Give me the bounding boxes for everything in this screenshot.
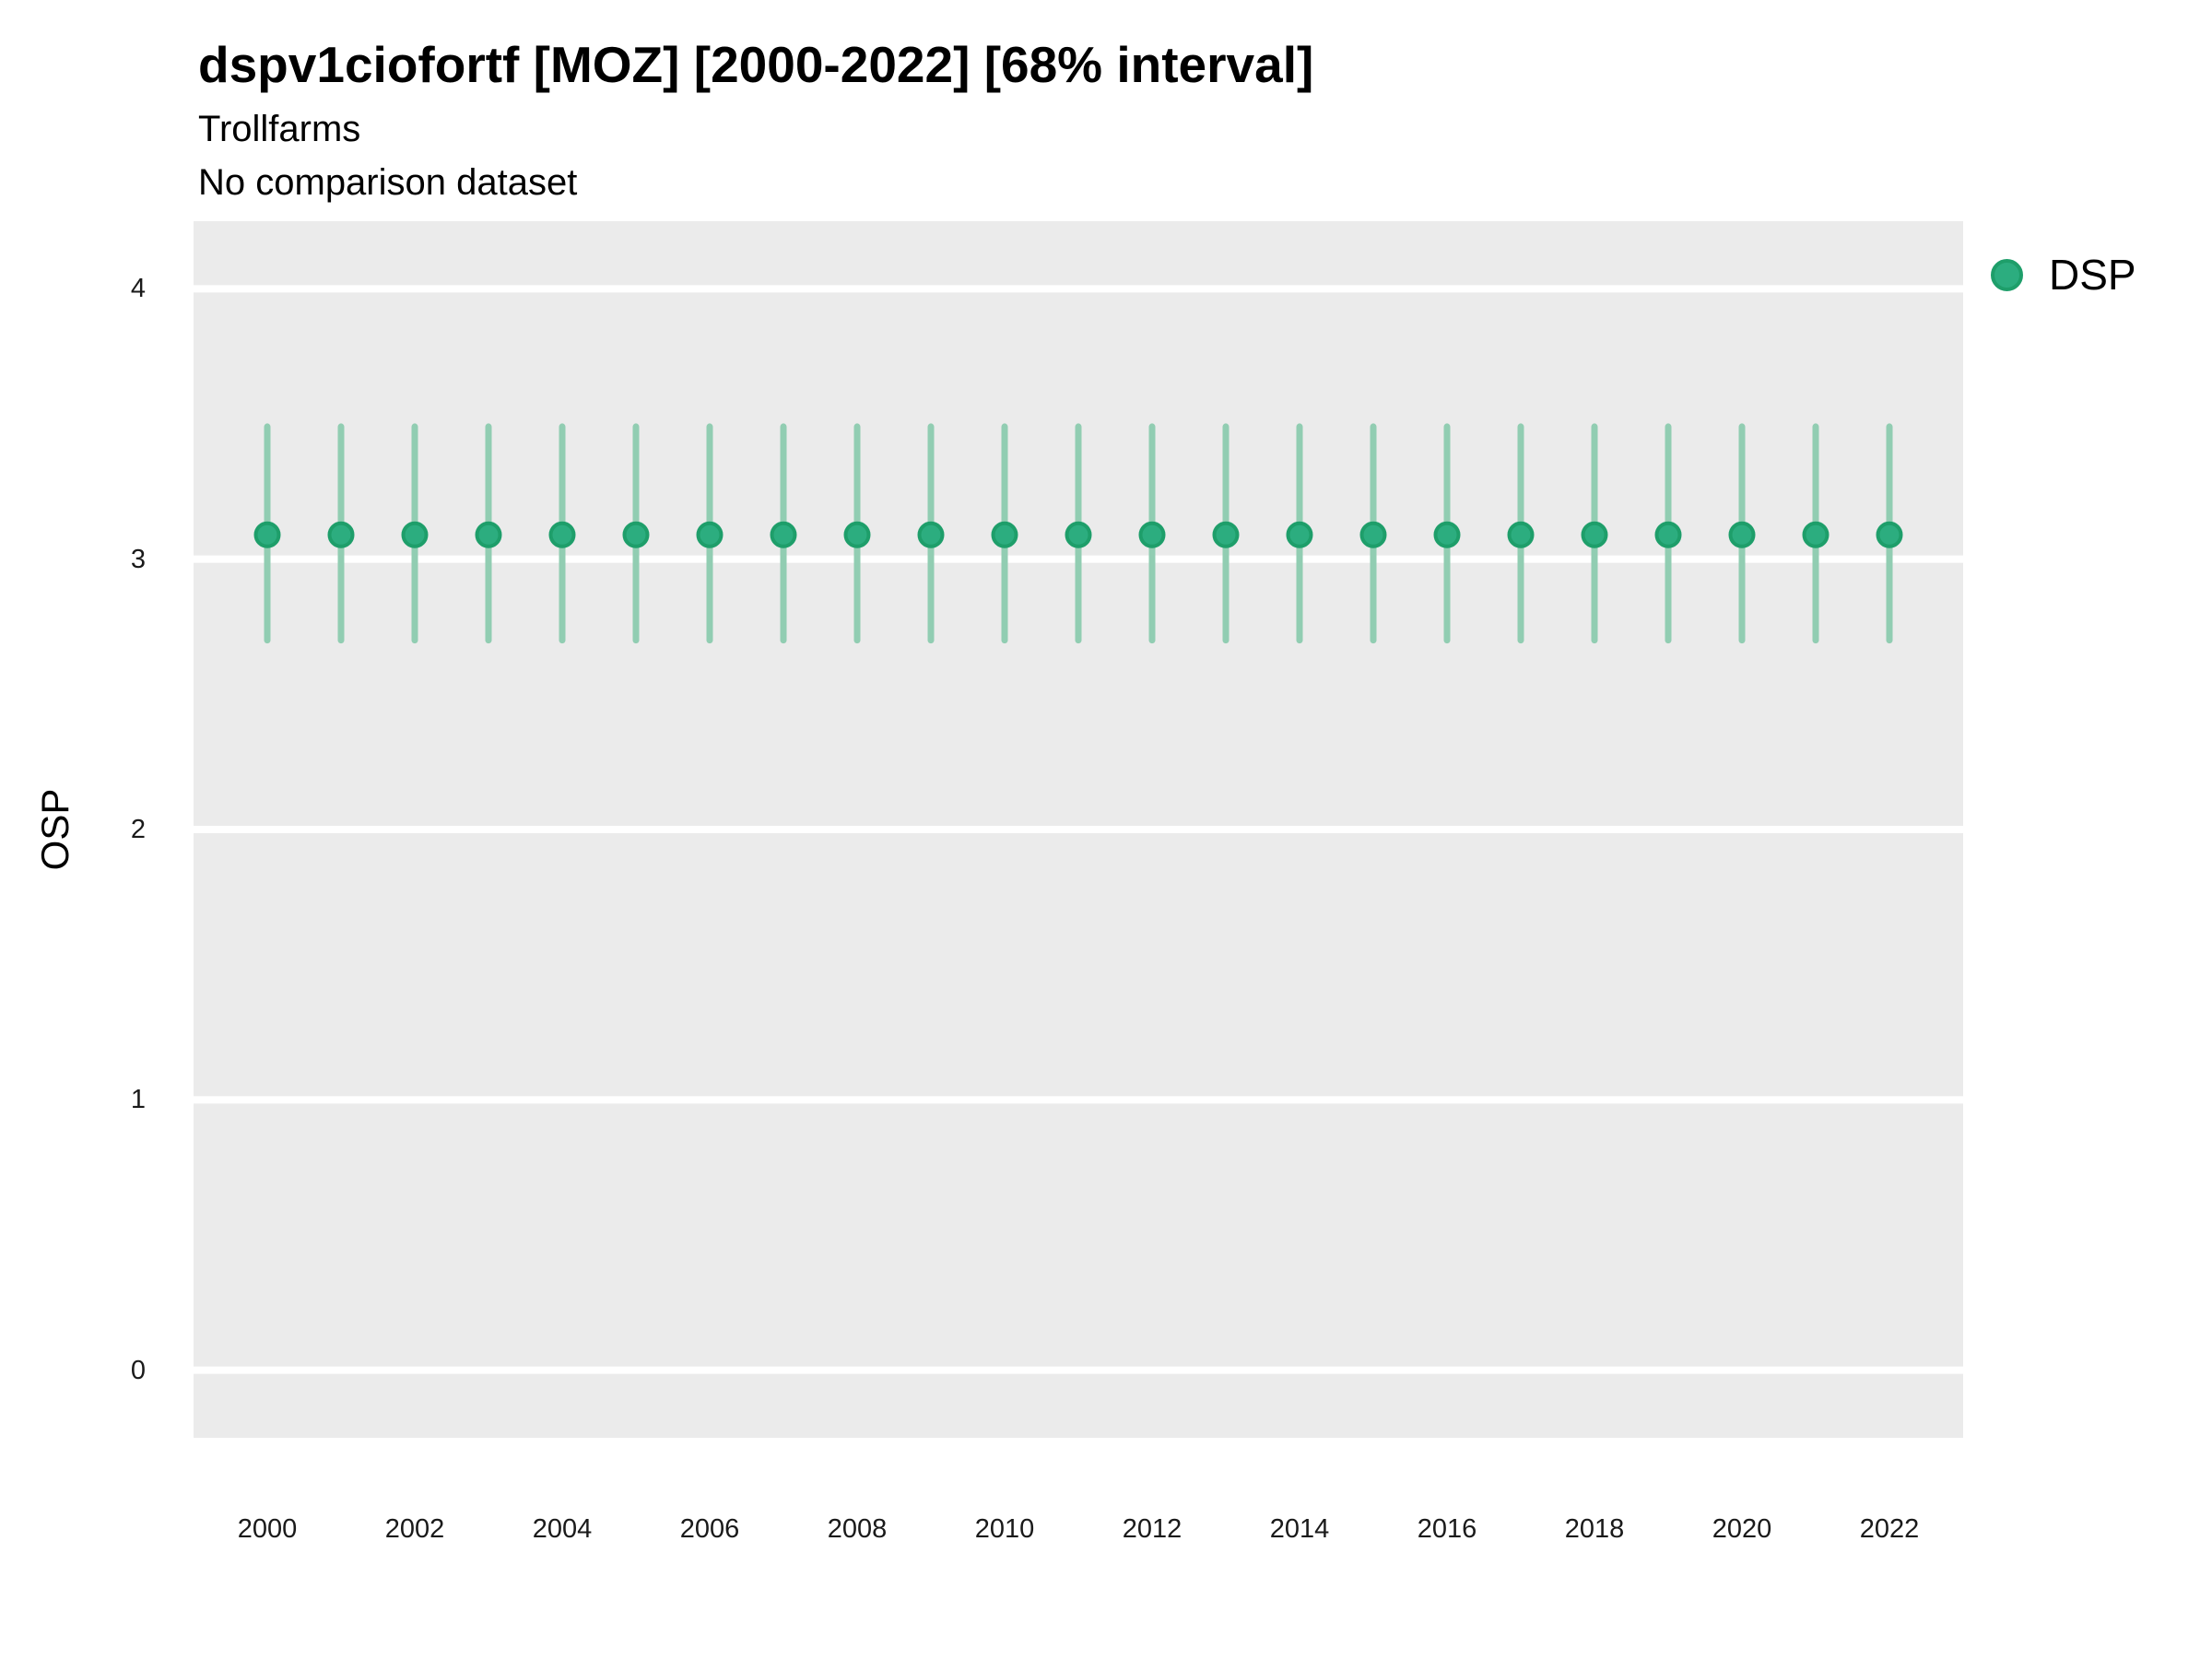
data-point-2011 bbox=[1065, 521, 1092, 548]
data-point-2015 bbox=[1359, 521, 1387, 548]
x-tick-label-2016: 2016 bbox=[1417, 1514, 1477, 1544]
y-tick-label-0: 0 bbox=[130, 1355, 146, 1385]
x-tick-label-2006: 2006 bbox=[679, 1514, 740, 1544]
data-point-2021 bbox=[1802, 521, 1830, 548]
data-point-2005 bbox=[622, 521, 650, 548]
x-tick-label-2018: 2018 bbox=[1564, 1514, 1625, 1544]
y-tick-label-3: 3 bbox=[130, 544, 146, 574]
data-point-2019 bbox=[1654, 521, 1682, 548]
data-point-2009 bbox=[917, 521, 945, 548]
y-tick-label-1: 1 bbox=[130, 1085, 146, 1115]
data-point-2020 bbox=[1728, 521, 1756, 548]
data-point-2000 bbox=[253, 521, 281, 548]
x-tick-label-2000: 2000 bbox=[237, 1514, 298, 1544]
x-tick-label-2002: 2002 bbox=[384, 1514, 445, 1544]
data-point-2001 bbox=[327, 521, 355, 548]
chart-title: dspv1ciofortf [MOZ] [2000-2022] [68% int… bbox=[198, 36, 1314, 93]
data-point-2008 bbox=[843, 521, 871, 548]
x-tick-label-2020: 2020 bbox=[1712, 1514, 1772, 1544]
data-point-2017 bbox=[1507, 521, 1535, 548]
data-point-2022 bbox=[1876, 521, 1903, 548]
legend: DSP bbox=[1991, 247, 2136, 302]
x-tick-label-2014: 2014 bbox=[1269, 1514, 1330, 1544]
legend-dsp-circle-icon bbox=[1991, 258, 2023, 291]
chart-subtitle: Trollfarms bbox=[198, 109, 361, 149]
data-point-2013 bbox=[1212, 521, 1240, 548]
x-tick-label-2008: 2008 bbox=[827, 1514, 888, 1544]
y-tick-label-4: 4 bbox=[130, 274, 146, 304]
data-point-2002 bbox=[401, 521, 429, 548]
y-tick-label-2: 2 bbox=[130, 815, 146, 844]
data-point-2014 bbox=[1286, 521, 1313, 548]
data-point-2007 bbox=[770, 521, 797, 548]
x-tick-label-2004: 2004 bbox=[532, 1514, 593, 1544]
data-point-2003 bbox=[475, 521, 502, 548]
x-tick-label-2022: 2022 bbox=[1859, 1514, 1920, 1544]
data-point-2012 bbox=[1138, 521, 1166, 548]
x-tick-label-2010: 2010 bbox=[974, 1514, 1035, 1544]
legend-dsp-label: DSP bbox=[2049, 251, 2136, 299]
data-point-2010 bbox=[991, 521, 1018, 548]
x-tick-label-2012: 2012 bbox=[1122, 1514, 1182, 1544]
plot-area bbox=[194, 285, 1963, 1374]
data-point-2016 bbox=[1433, 521, 1461, 548]
data-point-2018 bbox=[1581, 521, 1608, 548]
data-point-2004 bbox=[548, 521, 576, 548]
comparison-note: No comparison dataset bbox=[198, 162, 578, 203]
plot-panel bbox=[194, 221, 1963, 1438]
data-point-2006 bbox=[696, 521, 724, 548]
